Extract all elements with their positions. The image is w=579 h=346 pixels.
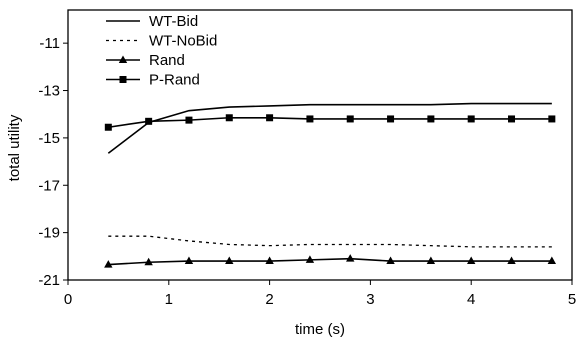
data-point (508, 115, 516, 123)
data-point (426, 256, 436, 265)
series-line (108, 116, 552, 129)
data-point (225, 256, 234, 265)
data-point (507, 256, 516, 265)
y-axis-label: total utility (6, 114, 23, 181)
data-point (547, 256, 557, 265)
data-point (104, 123, 112, 131)
data-point (144, 257, 153, 266)
series-line (108, 257, 552, 266)
data-point (387, 115, 395, 123)
legend-marker (118, 55, 128, 63)
data-point (306, 115, 314, 123)
legend-marker (119, 76, 127, 83)
data-point (427, 115, 435, 123)
legend-label: WT-NoBid (149, 33, 217, 50)
x-tick-label: 4 (467, 291, 475, 308)
y-tick-label: -11 (39, 35, 60, 52)
series-p-rand (104, 114, 556, 131)
y-tick-label: -13 (38, 83, 60, 100)
data-point (104, 260, 113, 268)
data-point (467, 115, 475, 123)
data-point (225, 114, 233, 122)
legend-item: WT-Bid (106, 13, 198, 30)
x-tick-label: 2 (265, 291, 273, 308)
legend-label: Rand (149, 52, 185, 69)
y-axis-ticks: -11 -13 -15 -17 -19 -21 (38, 35, 68, 289)
legend-item: WT-NoBid (106, 33, 217, 50)
data-point (346, 254, 355, 262)
x-axis-label: time (s) (295, 321, 345, 338)
legend-label: P-Rand (149, 72, 200, 89)
x-tick-label: 0 (64, 291, 72, 308)
data-point (346, 115, 354, 123)
y-tick-label: -19 (38, 225, 60, 242)
data-point (185, 116, 193, 124)
y-tick-label: -15 (38, 130, 60, 147)
series-wt-bid (107, 102, 552, 154)
legend-item: P-Rand (106, 72, 200, 89)
data-point (266, 114, 274, 122)
x-tick-label: 5 (568, 291, 576, 308)
data-point (145, 117, 153, 125)
x-tick-label: 3 (366, 291, 374, 308)
data-point (305, 255, 315, 263)
x-tick-label: 1 (165, 291, 173, 308)
legend: WT-Bid WT-NoBid Rand P-Rand (106, 13, 217, 89)
legend-item: Rand (106, 52, 185, 69)
data-point (386, 256, 395, 265)
y-tick-label: -21 (38, 272, 60, 289)
series-layer (104, 102, 557, 268)
data-point (265, 256, 274, 265)
x-axis-ticks: 0 1 2 3 4 5 (64, 280, 576, 308)
legend-label: WT-Bid (149, 13, 198, 30)
data-point (184, 256, 194, 265)
plot-area (67, 9, 573, 281)
y-tick-label: -17 (38, 177, 60, 194)
series-rand (104, 254, 557, 268)
data-point (548, 115, 556, 123)
data-point (467, 256, 476, 265)
series-line (107, 102, 552, 154)
